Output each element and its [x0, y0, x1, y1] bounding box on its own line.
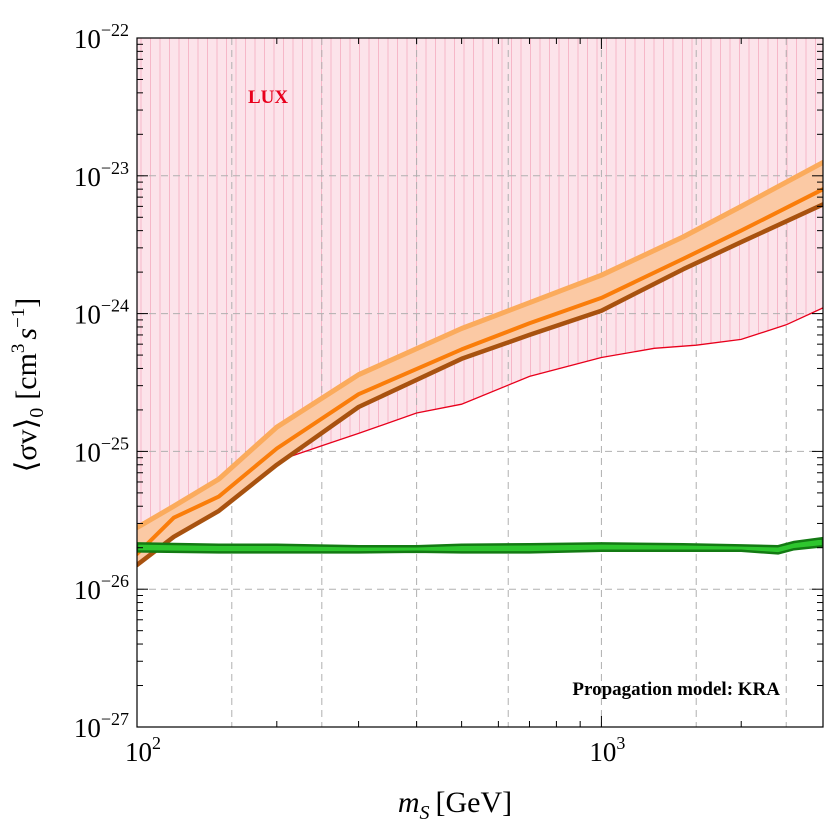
y-tick-label: 10−24 — [74, 296, 129, 330]
plot-area — [137, 38, 823, 727]
band-lower-line — [137, 202, 823, 568]
x-tick-label: 102 — [125, 733, 161, 767]
band-upper-line — [137, 159, 823, 531]
x-axis-label: mS [GeV] — [398, 786, 512, 822]
cross-section-band — [137, 162, 823, 565]
y-tick-label: 10−22 — [74, 20, 129, 54]
y-tick-label: 10−23 — [74, 158, 129, 192]
y-tick-label: 10−26 — [74, 571, 129, 605]
x-tick-label: 103 — [589, 733, 625, 767]
axis-ticks — [136, 37, 824, 728]
lux-annotation: LUX — [248, 87, 288, 108]
x-tick-labels: 102 103 — [125, 733, 625, 767]
band-central-line — [137, 187, 823, 556]
y-tick-labels: 10−27 10−26 10−25 10−24 10−23 10−22 — [74, 20, 129, 743]
thermal-relic-band — [137, 536, 823, 555]
lux-hatching — [140, 38, 816, 544]
grid-lines — [137, 38, 823, 727]
axes-frame — [136, 37, 824, 728]
y-axis-label: ⟨σv⟩0[cm3s−1] — [8, 298, 48, 473]
propagation-model-annotation: Propagation model: KRA — [572, 679, 780, 700]
plot-border — [136, 37, 824, 728]
y-tick-label: 10−27 — [74, 709, 129, 743]
y-tick-label: 10−25 — [74, 433, 129, 467]
